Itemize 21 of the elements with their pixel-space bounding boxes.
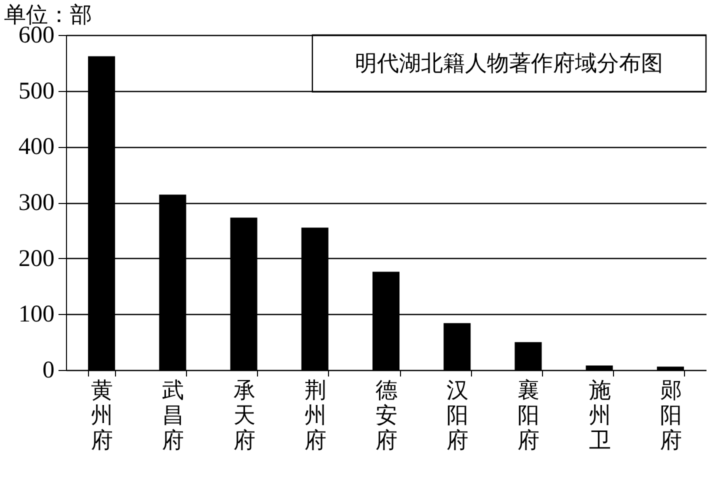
bar bbox=[586, 366, 613, 370]
x-tick-label: 襄阳府 bbox=[518, 378, 540, 452]
x-tick-label: 黄州府 bbox=[91, 378, 114, 452]
x-tick-label: 武昌府 bbox=[162, 378, 184, 452]
x-tick-label: 承天府 bbox=[233, 378, 256, 452]
x-tick-label: 施州卫 bbox=[588, 378, 611, 452]
y-tick-label: 400 bbox=[18, 134, 54, 160]
text: 单位：部 bbox=[4, 2, 92, 27]
y-tick-label: 300 bbox=[18, 190, 54, 216]
x-tick-label: 汉阳府 bbox=[446, 378, 469, 452]
y-tick-label: 100 bbox=[18, 302, 54, 328]
y-tick-label: 500 bbox=[18, 78, 54, 104]
x-tick-label: 郧阳府 bbox=[660, 378, 682, 452]
text: 明代湖北籍人物著作府域分布图 bbox=[355, 50, 664, 76]
bar bbox=[656, 366, 684, 370]
x-tick-label: 德安府 bbox=[376, 378, 398, 452]
bar bbox=[444, 323, 471, 370]
y-tick-label: 0 bbox=[42, 358, 54, 384]
bar bbox=[514, 342, 542, 370]
y-tick-label: 200 bbox=[18, 246, 54, 272]
x-tick-label: 荆州府 bbox=[304, 378, 326, 452]
